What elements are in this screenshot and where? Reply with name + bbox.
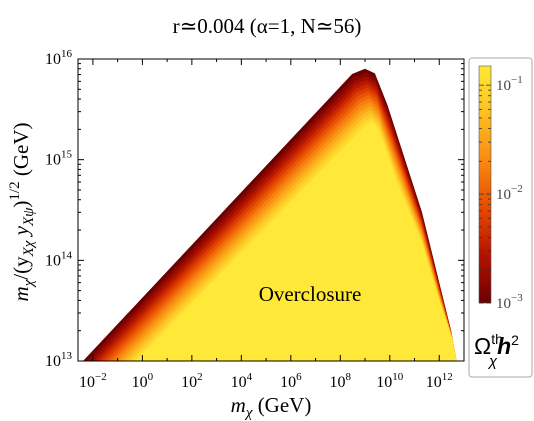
y-tick-label: 1013 — [45, 350, 73, 370]
colorbar-tick-label: 10−2 — [496, 183, 523, 203]
y-axis-label: mχ/(yXχ yXψ)1/2 (GeV) — [7, 122, 37, 301]
x-tick-label: 104 — [231, 371, 253, 391]
x-tick-label: 100 — [132, 371, 154, 391]
overclosure-label: Overclosure — [259, 282, 362, 306]
y-tick-label: 1015 — [45, 149, 73, 169]
x-tick-label: 10−2 — [79, 371, 107, 391]
colorbar-ticks: 10−1 10−2 10−3 — [479, 74, 523, 312]
x-tick-label: 1012 — [426, 371, 453, 391]
colorbar-tick-label: 10−1 — [496, 74, 523, 94]
x-tick-label: 106 — [280, 371, 302, 391]
plot-frame — [77, 58, 465, 362]
x-axis-label: mχ (GeV) — [231, 393, 312, 421]
x-tick-label: 108 — [330, 371, 352, 391]
colorbar — [478, 65, 492, 304]
x-tick-label: 102 — [181, 371, 203, 391]
colorbar-tick-label: 10−3 — [496, 292, 523, 312]
y-tick-label: 1014 — [45, 249, 73, 269]
axis-ticks: 10−2 100 102 104 106 108 1010 1012 1013 1014 1015 1… — [45, 48, 465, 391]
colorbar-title: Ωth χh2 — [474, 331, 519, 370]
overclosure-band — [83, 68, 457, 362]
chart-title: r≃0.004 (α=1, N≃56) — [173, 14, 362, 38]
y-tick-label: 1016 — [45, 48, 73, 68]
band-strip — [134, 121, 457, 362]
colorbar-frame — [468, 57, 533, 378]
x-tick-label: 1010 — [376, 371, 404, 391]
